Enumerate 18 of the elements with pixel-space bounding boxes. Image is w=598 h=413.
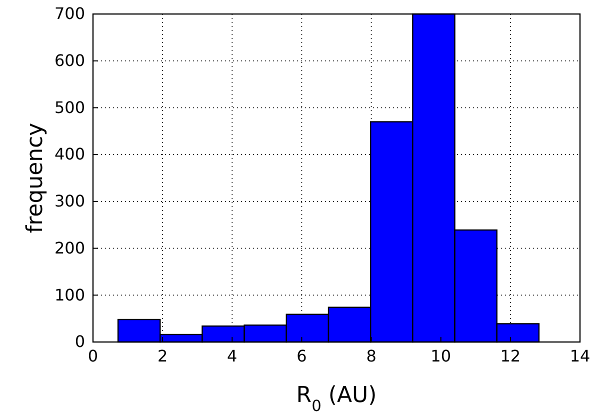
x-tick-label: 2 [157,346,168,366]
y-tick-label: 200 [54,238,85,258]
x-tick-label: 6 [296,346,307,366]
y-tick-label: 700 [54,4,85,24]
x-tick-label: 8 [366,346,376,366]
x-tick-label: 10 [430,346,452,366]
x-tick-label: 14 [570,346,590,366]
x-axis-title: R$_{0}$ (AU) [296,383,377,413]
x-tick-label: 12 [500,346,521,366]
y-tick-label: 100 [54,285,85,304]
y-tick-label: 400 [54,144,85,164]
y-axis-title: frequency [23,122,48,234]
y-tick-label: 500 [54,98,85,117]
y-tick-label: 600 [54,50,85,70]
y-tick-label: 300 [54,192,85,211]
y-tick-label: 0 [74,332,85,352]
x-tick-label: 0 [88,346,98,366]
x-tick-label: 4 [227,346,238,366]
